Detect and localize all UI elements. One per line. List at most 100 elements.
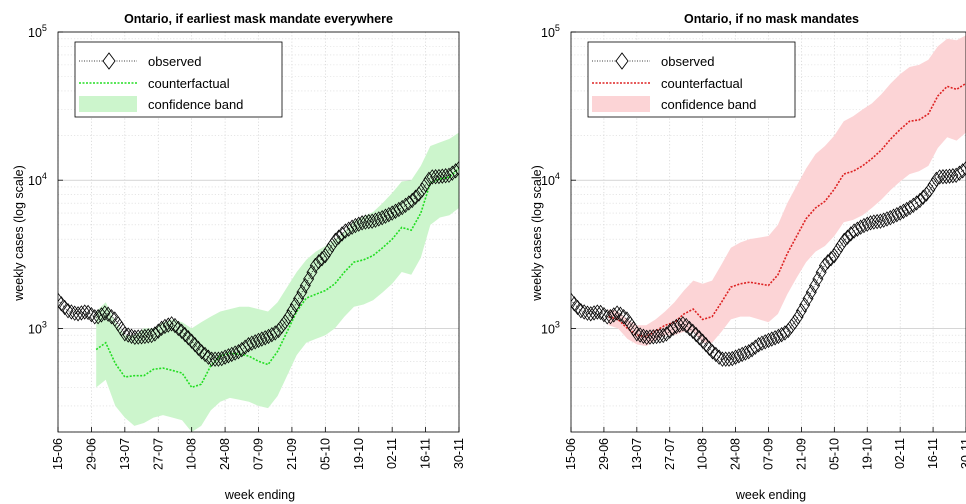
observed-marker: [720, 351, 732, 367]
observed-marker: [756, 335, 768, 351]
observed-marker: [283, 309, 295, 325]
x-tick-label: 10-08: [696, 438, 710, 470]
y-tick-exponent: 4: [42, 171, 47, 181]
observed-marker: [802, 290, 814, 307]
observed-marker: [58, 292, 64, 308]
x-axis-label: week ending: [735, 488, 806, 502]
x-tick-label: 29-06: [597, 438, 611, 470]
observed-marker: [812, 271, 824, 287]
observed-marker: [259, 330, 271, 346]
observed-marker: [433, 168, 445, 185]
observed-marker: [229, 345, 241, 361]
legend-observed-marker: [102, 52, 116, 70]
observed-marker: [149, 326, 161, 342]
observed-marker: [917, 189, 929, 205]
observed-marker: [436, 168, 448, 184]
x-tick-label: 10-08: [185, 438, 199, 470]
legend-label-band: confidence band: [148, 97, 243, 112]
x-tick-label: 07-09: [762, 438, 776, 470]
observed-marker: [894, 205, 906, 221]
y-tick-label: 105: [28, 23, 47, 40]
observed-marker: [809, 277, 821, 294]
observed-marker: [937, 169, 949, 185]
x-tick-label: 13-07: [118, 438, 132, 470]
observed-marker: [79, 304, 91, 320]
observed-marker: [142, 328, 154, 344]
y-tick-exponent: 5: [555, 23, 560, 33]
chart-title: Ontario, if no mask mandates: [684, 12, 859, 26]
observed-marker: [759, 334, 771, 350]
observed-marker: [136, 329, 148, 345]
observed-marker: [186, 333, 198, 349]
legend-label-counterfactual: counterfactual: [148, 76, 230, 91]
y-tick-base: 10: [28, 26, 42, 40]
x-tick-label: 16-11: [419, 438, 433, 469]
observed-marker: [65, 304, 77, 320]
observed-marker: [386, 205, 398, 221]
observed-marker: [930, 171, 942, 188]
observed-marker: [881, 211, 893, 227]
observed-marker: [871, 213, 883, 230]
observed-marker: [654, 328, 666, 344]
observed-marker: [578, 304, 590, 320]
x-tick-label: 27-07: [663, 438, 677, 470]
observed-marker: [608, 307, 620, 323]
observed-marker: [825, 251, 837, 267]
observed-marker: [944, 168, 956, 184]
observed-marker: [316, 251, 328, 267]
x-tick-label: 15-06: [51, 438, 65, 470]
observed-marker: [861, 216, 873, 232]
observed-marker: [453, 160, 459, 177]
observed-marker: [122, 327, 134, 343]
observed-marker: [815, 264, 827, 280]
observed-marker: [680, 317, 692, 334]
observed-marker: [571, 292, 577, 308]
y-tick-label: 104: [541, 171, 560, 188]
observed-marker: [366, 213, 378, 229]
observed-markers: [571, 160, 966, 367]
observed-marker: [95, 307, 107, 323]
observed-marker: [838, 232, 850, 249]
observed-marker: [172, 320, 184, 337]
observed-marker: [763, 332, 774, 349]
observed-marker: [667, 320, 679, 337]
observed-marker: [897, 203, 909, 219]
counterfactual-line: [608, 82, 966, 338]
observed-marker: [72, 306, 84, 322]
observed-marker: [792, 309, 804, 325]
observed-marker: [647, 329, 659, 345]
observed-marker: [450, 163, 459, 179]
observed-marker: [749, 339, 761, 355]
observed-marker: [256, 331, 268, 347]
observed-marker: [601, 309, 613, 325]
observed-marker: [410, 189, 422, 205]
observed-marker: [644, 329, 656, 345]
observed-marker: [891, 206, 903, 223]
observed-marker: [353, 216, 365, 232]
observed-marker: [169, 317, 181, 334]
y-tick-exponent: 3: [555, 319, 560, 329]
observed-marker: [733, 348, 745, 364]
observed-marker: [818, 257, 830, 274]
observed-marker: [753, 337, 765, 353]
legend-label-counterfactual: counterfactual: [661, 76, 743, 91]
observed-markers: [58, 160, 459, 367]
observed-marker: [313, 254, 325, 270]
observed-marker: [670, 318, 682, 335]
legend-label-observed: observed: [661, 54, 714, 69]
y-tick-exponent: 4: [555, 171, 560, 181]
observed-marker: [865, 215, 877, 231]
observed-marker: [176, 323, 188, 339]
observed-marker: [868, 214, 880, 230]
legend: observed counterfactual confidence band: [74, 41, 283, 118]
observed-marker: [369, 212, 381, 228]
observed-marker: [786, 318, 798, 334]
observed-marker: [333, 229, 345, 245]
observed-marker: [390, 203, 401, 219]
observed-marker: [957, 163, 966, 179]
observed-marker: [960, 160, 966, 177]
observed-marker: [356, 215, 368, 231]
y-tick-label: 103: [541, 319, 560, 336]
x-tick-label: 21-09: [285, 438, 299, 470]
